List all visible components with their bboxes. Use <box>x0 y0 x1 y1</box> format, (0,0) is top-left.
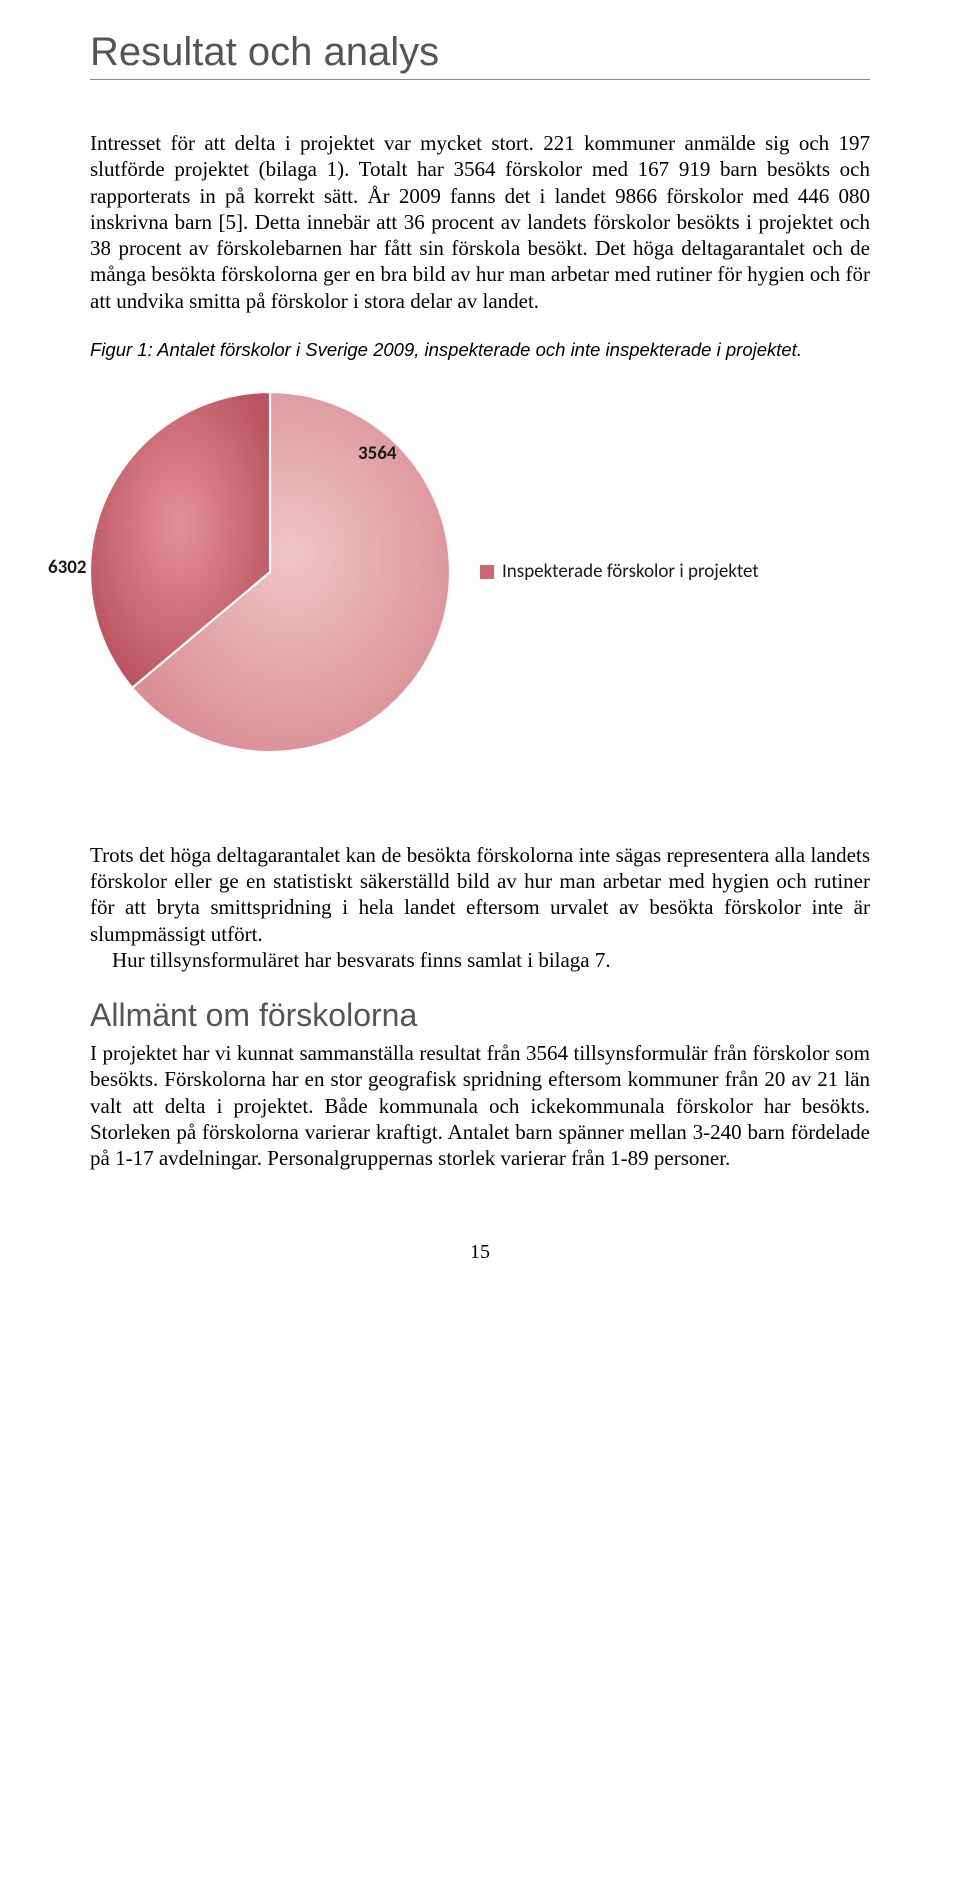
pie-slice-label: 3564 <box>358 442 397 465</box>
legend-text: Inspekterade förskolor i projektet <box>502 560 759 583</box>
page-number: 15 <box>90 1241 870 1264</box>
paragraph-2b: Hur tillsynsformuläret har besvarats fin… <box>90 947 870 973</box>
figure-caption: Figur 1: Antalet förskolor i Sverige 200… <box>90 338 870 362</box>
legend: Inspekterade förskolor i projektet <box>480 560 759 583</box>
page-title: Resultat och analys <box>90 30 870 80</box>
subheading-allmant: Allmänt om förskolorna <box>90 997 870 1034</box>
legend-swatch <box>480 565 494 579</box>
paragraph-3: I projektet har vi kunnat sammanställa r… <box>90 1040 870 1171</box>
pie-chart-figure: 63023564 Inspekterade förskolor i projek… <box>90 392 870 752</box>
pie-chart: 63023564 <box>90 392 450 752</box>
paragraph-2: Trots det höga deltagarantalet kan de be… <box>90 842 870 947</box>
paragraph-1: Intresset för att delta i projektet var … <box>90 130 870 314</box>
pie-slice-label: 6302 <box>48 556 87 579</box>
